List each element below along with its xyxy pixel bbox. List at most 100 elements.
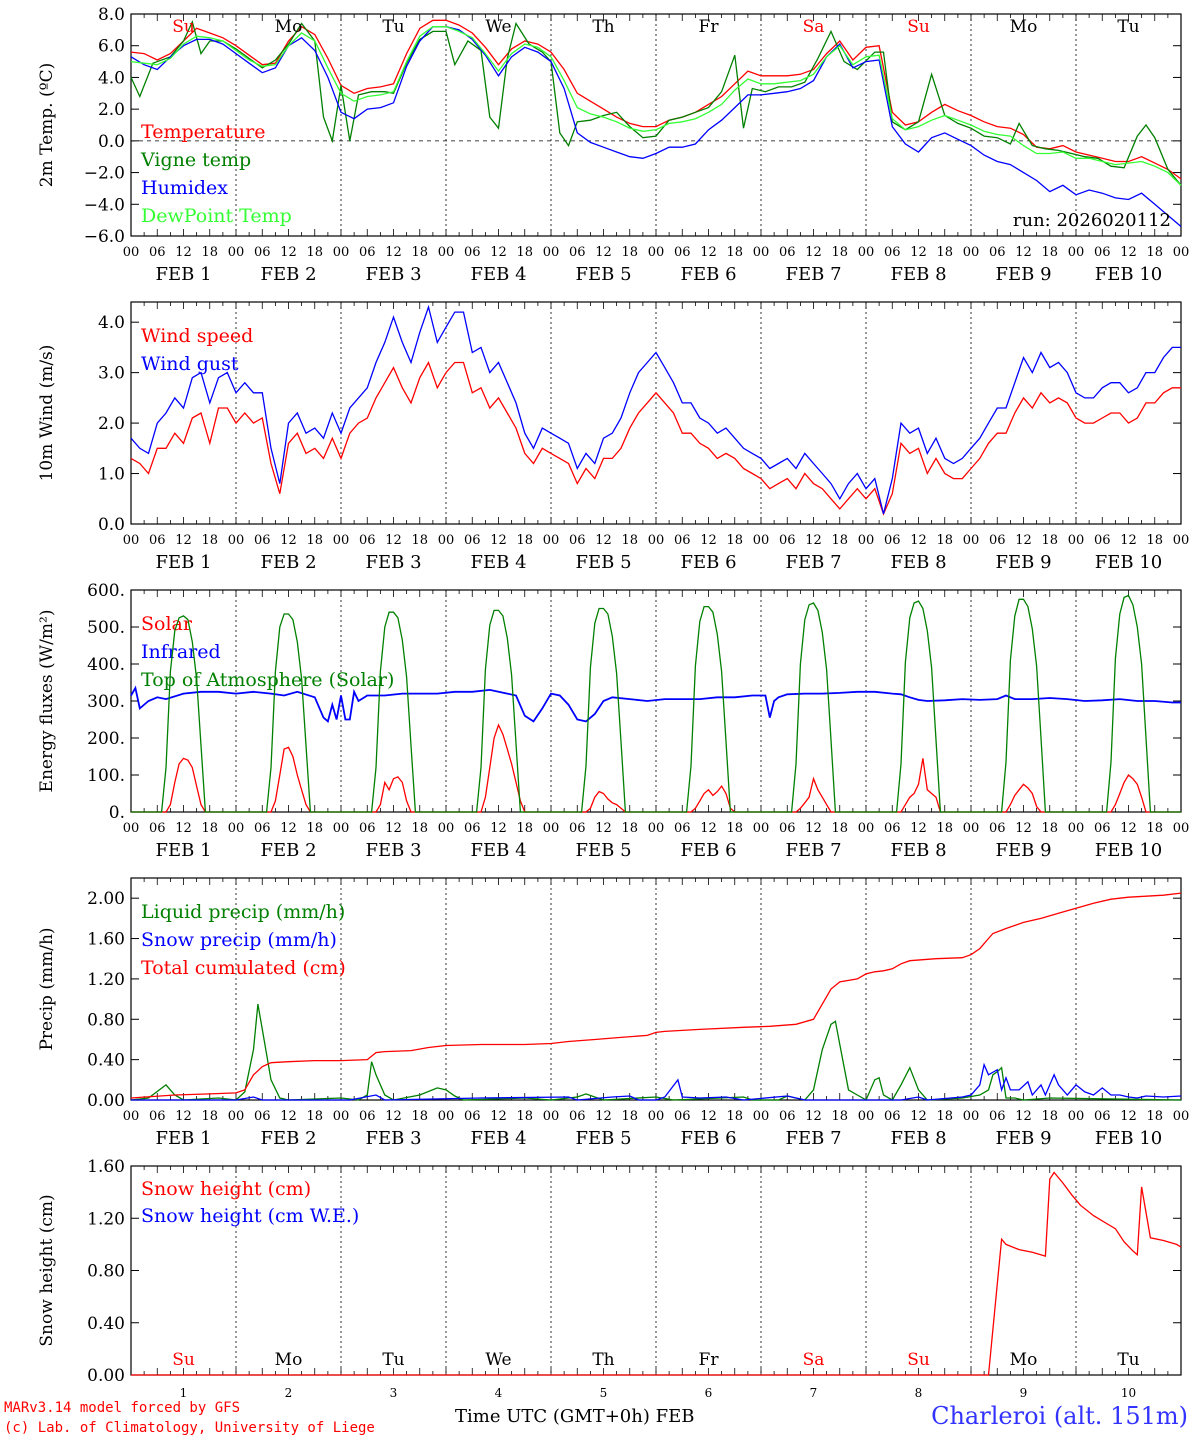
x-date-label: FEB 6 [680,264,736,285]
x-hour-label: 18 [306,821,323,836]
x-date-label: FEB 1 [155,840,211,861]
y-tick-label: 4.0 [98,313,125,333]
lab-credit: (c) Lab. of Climatology, University of L… [4,1420,375,1436]
y-tick-label: 1.60 [87,1157,125,1177]
x-hour-label: 00 [123,1109,140,1124]
x-hour-label: 12 [385,1109,402,1124]
x-hour-label: 18 [726,1109,743,1124]
x-hour-label: 18 [516,533,533,548]
station-name: Charleroi (alt. 151m) [931,1402,1188,1430]
x-hour-label: 06 [1094,533,1111,548]
x-hour-label: 18 [306,1109,323,1124]
x-date-label: FEB 4 [470,840,526,861]
x-date-label: FEB 2 [260,552,316,573]
x-date-label: FEB 2 [260,840,316,861]
x-date-label: FEB 5 [575,840,631,861]
x-hour-label: 00 [858,533,875,548]
x-hour-label: 00 [1068,821,1085,836]
y-tick-label: 6.0 [98,37,125,57]
x-day-number: 10 [1121,1386,1136,1400]
x-hour-label: 18 [1146,245,1163,260]
x-hour-label: 06 [569,1109,586,1124]
x-date-label: FEB 6 [680,1128,736,1149]
day-letter: Fr [699,17,720,37]
x-hour-label: 00 [1173,533,1190,548]
y-tick-label: 0.40 [87,1051,125,1071]
x-date-label: FEB 8 [890,840,946,861]
y-tick-label: 500. [87,618,125,638]
x-hour-label: 18 [726,245,743,260]
x-hour-label: 18 [621,821,638,836]
x-hour-label: 12 [175,1109,192,1124]
series-line-vigne-temp [130,20,1182,186]
legend-entry: Liquid precip (mm/h) [141,901,345,923]
x-date-label: FEB 6 [680,840,736,861]
x-hour-label: 00 [123,245,140,260]
x-hour-label: 06 [779,245,796,260]
y-tick-label: 2.00 [87,889,125,909]
chart-panel-4: 2.00 1.60 1.20 0.80 0.40 0.00 Precip (mm/h) Liq… [37,877,1189,1149]
x-day-number: 4 [495,1386,503,1400]
x-hour-label: 18 [621,533,638,548]
x-hour-label: 06 [359,821,376,836]
x-day-number: 6 [705,1386,713,1400]
day-letter: Th [592,17,614,37]
y-tick-label: 1.20 [87,970,125,990]
series-line-infrared [130,685,1181,724]
day-letter: Sa [803,17,825,37]
x-date-label: FEB 4 [470,1128,526,1149]
x-hour-label: 00 [123,533,140,548]
x-hour-label: 18 [411,821,428,836]
x-date-label: FEB 2 [260,264,316,285]
day-letter: Su [172,17,195,37]
y-tick-label: 0.00 [87,1366,125,1386]
x-hour-label: 06 [1094,1109,1111,1124]
y-tick-label: −6.0 [84,227,125,247]
x-day-number: 5 [600,1386,608,1400]
x-hour-label: 06 [149,1109,166,1124]
x-date-label: FEB 8 [890,264,946,285]
chart-panel-2: 4.0 3.0 2.0 1.0 0.0 10m Wind (m/s) Wind speed W… [37,301,1190,573]
x-hour-label: 18 [201,1109,218,1124]
x-hour-label: 12 [700,1109,717,1124]
x-date-label: FEB 3 [365,552,421,573]
x-hour-label: 12 [1120,245,1137,260]
day-letter: Tu [1117,1350,1139,1370]
y-tick-label: 3.0 [98,364,125,384]
legend-entry: Temperature [141,121,265,143]
legend-entry: Top of Atmosphere (Solar) [141,669,394,691]
x-hour-label: 00 [648,1109,665,1124]
y-tick-label: 0.00 [87,1091,125,1111]
x-hour-label: 12 [385,245,402,260]
x-hour-label: 12 [595,533,612,548]
x-hour-label: 00 [858,821,875,836]
run-label: run: 2026020112 [1013,210,1171,231]
x-hour-label: 18 [516,1109,533,1124]
legend-entry: Snow height (cm W.E.) [141,1205,359,1227]
x-hour-label: 06 [674,245,691,260]
x-hour-label: 00 [858,245,875,260]
x-hour-label: 12 [1015,533,1032,548]
day-letter: We [485,1350,511,1370]
y-tick-label: 0.0 [98,132,125,152]
x-date-label: FEB 7 [785,552,841,573]
x-hour-label: 00 [648,821,665,836]
x-hour-label: 18 [726,533,743,548]
x-hour-label: 18 [621,245,638,260]
model-credit: MARv3.14 model forced by GFS [4,1400,241,1416]
x-hour-label: 18 [831,1109,848,1124]
x-date-label: FEB 1 [155,264,211,285]
x-day-number: 3 [390,1386,398,1400]
x-day-number: 9 [1020,1386,1028,1400]
y-tick-label: 0.80 [87,1010,125,1030]
x-hour-label: 06 [884,245,901,260]
legend-entry: Vigne temp [140,149,251,171]
x-date-label: FEB 3 [365,1128,421,1149]
x-hour-label: 12 [910,533,927,548]
x-hour-label: 06 [254,1109,271,1124]
legend-entry: Infrared [141,641,221,663]
x-hour-label: 00 [648,245,665,260]
x-hour-label: 12 [1015,1109,1032,1124]
day-letter: Sa [803,1350,825,1370]
y-axis-label: Energy fluxes (W/m²) [37,610,57,793]
